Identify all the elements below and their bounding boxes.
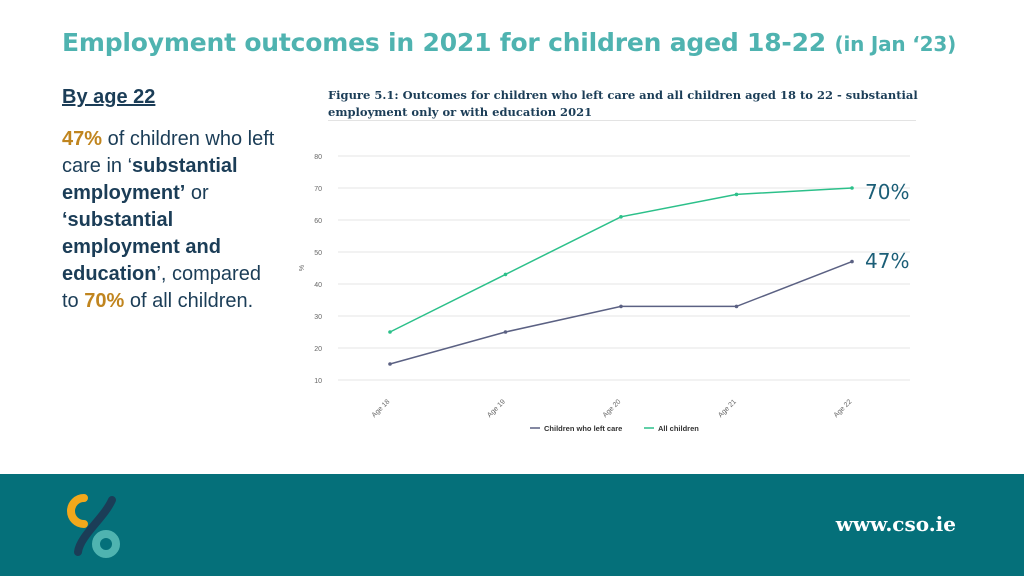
- x-tick-label: Age 18: [371, 398, 392, 419]
- legend-label: All children: [658, 424, 699, 433]
- annotation-all-children: 70%: [865, 180, 910, 204]
- annotation-left-care: 47%: [865, 249, 910, 273]
- y-tick-label: 70: [314, 186, 322, 193]
- series-line-all-children: [389, 187, 853, 333]
- y-tick-label: 30: [314, 314, 322, 321]
- data-point-left-care: [388, 362, 392, 366]
- y-tick-label: 50: [314, 250, 322, 257]
- data-point-left-care: [850, 259, 854, 264]
- para-text-3: ’, compared to: [62, 263, 261, 312]
- page-title: Employment outcomes in 2021 for children…: [62, 28, 956, 57]
- y-tick-label: 60: [314, 218, 322, 225]
- website-url[interactable]: www.cso.ie: [835, 512, 956, 536]
- data-point-left-care: [734, 304, 739, 309]
- para-bold-1: substantial employment’: [62, 155, 238, 204]
- highlight-left-care-pct: 47%: [62, 128, 103, 150]
- page-title-main: Employment outcomes in 2021 for children…: [62, 28, 826, 57]
- highlight-all-children-pct: 70%: [84, 290, 125, 312]
- logo-slash-shape: [74, 496, 116, 556]
- y-axis-label: %: [299, 265, 306, 271]
- x-tick-label: Age 19: [486, 398, 507, 419]
- logo-o-shape: [92, 530, 120, 558]
- line-chart: 10 20 30 40 50 60 70 80% Age 18 Age 19 Age 20 Age 2…: [299, 154, 910, 433]
- para-text-4: of all children.: [124, 290, 254, 312]
- figure-title: Figure 5.1: Outcomes for children who le…: [328, 88, 918, 119]
- data-point-left-care: [503, 330, 508, 334]
- para-text-1: of children who left care in ‘: [62, 128, 275, 177]
- data-point-all-children: [850, 186, 854, 190]
- data-point-all-children: [503, 272, 508, 277]
- y-tick-label: 80: [314, 154, 322, 161]
- data-point-left-care: [619, 304, 623, 309]
- y-tick-label: 10: [314, 378, 322, 385]
- data-point-all-children: [388, 330, 392, 334]
- figure-divider: [328, 120, 916, 121]
- para-text-2: or: [185, 182, 209, 204]
- summary-paragraph: 47% of children who left care in ‘substa…: [62, 126, 277, 315]
- y-tick-label: 40: [314, 282, 322, 289]
- legend-label: Children who left care: [544, 424, 622, 433]
- series-line-left-care: [389, 260, 853, 365]
- para-bold-2: ‘substantial employment and education: [62, 209, 221, 285]
- data-point-all-children: [734, 192, 739, 197]
- x-tick-label: Age 22: [833, 398, 854, 419]
- x-tick-label: Age 20: [602, 398, 623, 419]
- logo-c-shape: [67, 494, 88, 528]
- footer-bar: www.cso.ie: [0, 474, 1024, 576]
- cso-logo: [67, 494, 120, 558]
- page-title-sub: (in Jan ‘23): [834, 32, 957, 56]
- y-tick-label: 20: [314, 346, 322, 353]
- section-subheading: By age 22: [62, 86, 156, 108]
- data-point-all-children: [619, 215, 623, 219]
- x-tick-label: Age 21: [717, 398, 738, 419]
